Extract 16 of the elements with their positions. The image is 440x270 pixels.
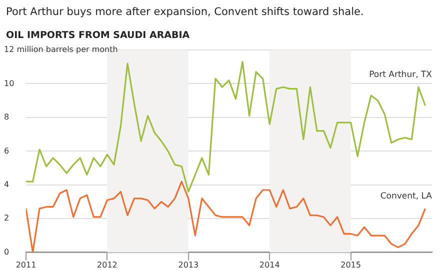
y-tick-label: 2	[4, 214, 10, 223]
y-tick-label: 10	[4, 78, 14, 88]
series-label: Convent, LA	[380, 192, 432, 202]
y-tick-label: 4	[4, 180, 10, 190]
series-label: Port Arthur, TX	[369, 70, 432, 80]
chart-subtitle: Port Arthur buys more after expansion, Convent shifts toward shale.	[5, 5, 365, 20]
chart-title: OIL IMPORTS FROM SAUDI ARABIA	[5, 29, 191, 43]
y-tick-label: 12 million barrels per month	[4, 45, 118, 54]
y-tick-label: 6	[4, 146, 10, 156]
x-tick-label: 2012	[97, 260, 118, 270]
y-tick-label: 0	[4, 247, 10, 256]
x-tick-label: 2014	[259, 260, 280, 270]
y-tick-label: 8	[4, 112, 10, 122]
x-tick-label: 2013	[178, 260, 199, 270]
x-tick-label: 2011	[16, 260, 36, 270]
x-tick-label: 2015	[340, 260, 361, 270]
